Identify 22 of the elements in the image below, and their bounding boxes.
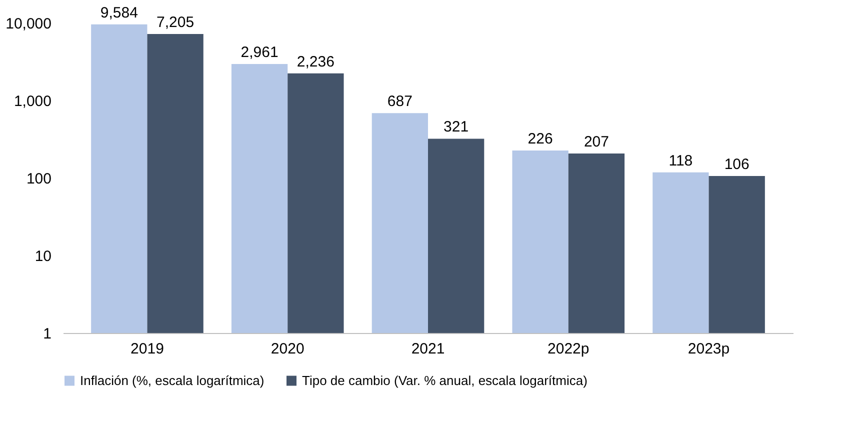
data-label: 226 xyxy=(528,130,553,148)
data-label: 2,236 xyxy=(296,53,334,70)
data-label: 7,205 xyxy=(156,14,194,32)
data-label: 106 xyxy=(724,156,750,174)
data-label: 321 xyxy=(444,118,469,136)
y-tick-label: 10,000 xyxy=(6,16,52,32)
y-tick-label: 10 xyxy=(34,248,52,265)
x-tick-label: 2021 xyxy=(411,340,445,358)
y-tick-label: 1,000 xyxy=(14,93,52,110)
y-tick-label: 100 xyxy=(26,170,52,188)
data-label: 207 xyxy=(584,134,609,151)
x-tick-label: 2022p xyxy=(548,340,590,358)
y-tick-label: 1 xyxy=(43,326,52,342)
x-tick-label: 2020 xyxy=(270,340,304,358)
x-tick-label: 2019 xyxy=(130,340,164,358)
data-label: 9,584 xyxy=(100,4,138,22)
data-label: 2,961 xyxy=(240,44,278,61)
legend-label: Inflación (%, escala logarítmica) xyxy=(80,372,264,388)
x-tick-label: 2023p xyxy=(688,340,730,358)
legend-label: Tipo de cambio (Var. % anual, escala logarítmica) xyxy=(302,372,588,388)
data-label: 687 xyxy=(387,93,412,110)
data-label: 118 xyxy=(668,152,693,170)
